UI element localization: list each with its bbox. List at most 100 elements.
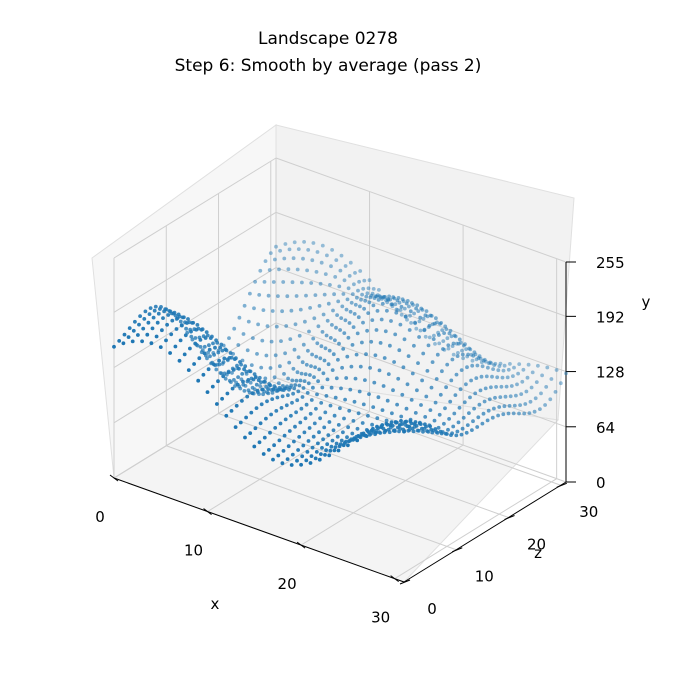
scatter-point [420, 426, 424, 431]
scatter-point [265, 324, 270, 328]
scatter-point [290, 400, 294, 405]
scatter-point [397, 348, 402, 353]
scatter-point [327, 420, 332, 424]
scatter-point [449, 433, 453, 437]
scatter-point [298, 378, 303, 383]
scatter-point [160, 328, 164, 333]
scatter-point [229, 409, 234, 413]
scatter-point [328, 283, 332, 287]
scatter-point [262, 280, 267, 284]
scatter-point [408, 419, 413, 424]
scatter-point [326, 362, 331, 367]
grid-line-floor-z [270, 380, 561, 486]
scatter-point [284, 403, 289, 408]
scatter-point [508, 362, 512, 366]
scatter-point [361, 320, 365, 325]
scatter-point [358, 304, 362, 309]
scatter-point [553, 390, 558, 394]
scatter-point [315, 250, 320, 254]
scatter-point [127, 326, 132, 330]
scatter-point [336, 299, 341, 304]
scatter-point [367, 300, 372, 305]
scatter-point [293, 383, 298, 387]
scatter-point [195, 323, 200, 327]
scatter-point [292, 240, 297, 245]
scatter-point [321, 371, 326, 376]
scatter-point [353, 271, 357, 275]
scatter-point [230, 371, 234, 375]
scatter-point [293, 424, 297, 429]
scatter-point [266, 387, 270, 391]
scatter-point [490, 374, 494, 379]
scatter-point [437, 341, 442, 346]
scatter-point [484, 374, 489, 379]
scatter-point [253, 279, 257, 284]
scatter-point [148, 306, 153, 310]
scatter-point [224, 413, 229, 418]
scatter-point [273, 426, 278, 430]
scatter-point [480, 421, 485, 426]
scatter-point [319, 452, 323, 456]
scatter-point [409, 321, 413, 325]
scatter-point [154, 334, 159, 339]
scatter-point [343, 318, 348, 323]
chart-title-line2: Step 6: Smooth by average (pass 2) [175, 56, 482, 76]
grid-line-back-y [275, 211, 567, 317]
scatter-point [346, 425, 350, 430]
scatter-point [326, 433, 331, 437]
scatter-point [390, 411, 394, 416]
scatter-point [348, 309, 353, 314]
scatter-point [543, 403, 547, 407]
scatter-point [489, 385, 493, 390]
scatter-point [390, 302, 394, 307]
scatter-point [515, 382, 519, 387]
scatter-point [301, 342, 306, 347]
scatter-point [496, 368, 501, 373]
scatter-point [309, 454, 314, 458]
scatter-point [276, 381, 281, 385]
scatter-point [334, 376, 339, 381]
scatter-point [311, 434, 316, 439]
scatter-point [410, 301, 414, 305]
scatter-point [309, 364, 313, 368]
scatter-point [564, 371, 568, 376]
scatter-point [472, 350, 477, 355]
scatter-point [443, 324, 448, 329]
scatter-point [437, 412, 442, 417]
scatter-point [169, 332, 174, 337]
scatter-point [140, 339, 145, 344]
scatter-point [316, 441, 320, 446]
scatter-point [268, 366, 273, 370]
scatter-point [238, 360, 242, 364]
scatter-point [330, 323, 334, 327]
grid-line-left-y [113, 267, 277, 368]
scatter-point [272, 375, 277, 380]
scatter-point [499, 384, 504, 389]
scatter-point [158, 345, 163, 349]
scatter-point [313, 456, 318, 461]
scatter-point [203, 336, 208, 340]
scatter-point [257, 440, 262, 445]
scatter-point [190, 321, 195, 325]
scatter-point [342, 331, 347, 335]
scatter-point [305, 268, 309, 273]
scatter-point [256, 322, 260, 327]
scatter-point [351, 325, 356, 329]
scatter-point [440, 328, 445, 332]
scatter-point [333, 445, 338, 449]
scatter-point [490, 415, 495, 420]
scatter-point [143, 309, 148, 314]
z-tick-mark [556, 482, 567, 488]
scatter-point [346, 335, 351, 340]
scatter-point [304, 362, 309, 367]
scatter-point [494, 385, 498, 389]
scatter-point [412, 343, 416, 348]
z-tick-label: 10 [475, 568, 494, 586]
scatter-point [313, 365, 317, 370]
grid-line-left-y [113, 377, 277, 479]
scatter-point [263, 376, 268, 381]
scatter-point [263, 259, 268, 263]
scatter-point [433, 427, 438, 431]
scatter-point [186, 317, 190, 321]
